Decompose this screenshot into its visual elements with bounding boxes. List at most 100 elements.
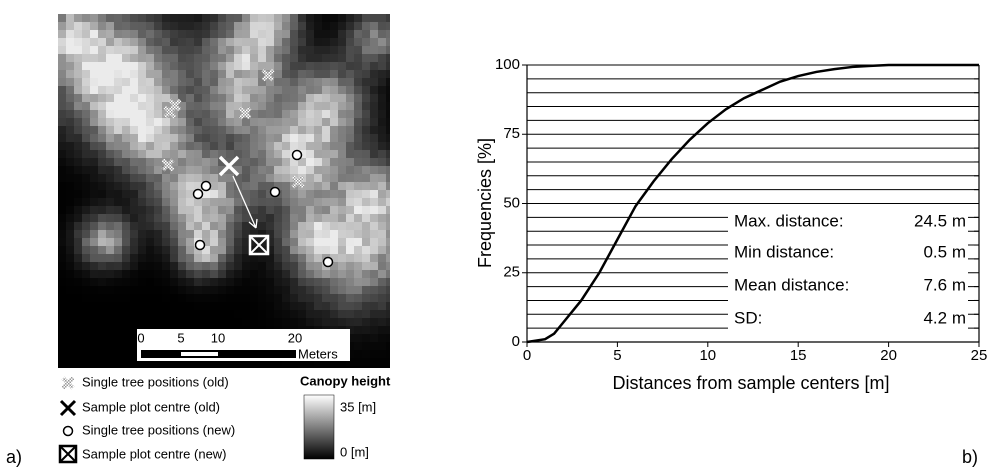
map-cell: [106, 126, 114, 134]
map-cell: [74, 262, 82, 270]
map-cell: [346, 174, 354, 182]
map-cell: [90, 366, 98, 368]
map-cell: [234, 150, 242, 158]
map-cell: [346, 318, 354, 326]
map-cell: [146, 134, 154, 142]
map-cell: [82, 78, 90, 86]
map-cell: [114, 198, 122, 206]
colorbar-title: Canopy height: [300, 373, 391, 388]
map-cell: [82, 326, 90, 334]
map-cell: [178, 302, 186, 310]
map-cell: [258, 38, 266, 46]
map-cell: [170, 118, 178, 126]
x-tick-label: 5: [613, 347, 621, 364]
map-cell: [210, 206, 218, 214]
map-cell: [346, 238, 354, 246]
map-cell: [138, 134, 146, 142]
map-cell: [114, 46, 122, 54]
map-cell: [194, 22, 202, 30]
map-cell: [314, 302, 322, 310]
map-cell: [282, 318, 290, 326]
map-cell: [330, 38, 338, 46]
map-cell: [362, 358, 370, 366]
map-cell: [370, 158, 378, 166]
map-cell: [202, 78, 210, 86]
map-cell: [338, 70, 346, 78]
map-cell: [58, 182, 66, 190]
map-cell: [282, 230, 290, 238]
map-cell: [74, 342, 82, 350]
map-cell: [82, 150, 90, 158]
map-cell: [258, 118, 266, 126]
map-cell: [74, 302, 82, 310]
map-cell: [250, 78, 258, 86]
map-cell: [162, 14, 170, 22]
map-cell: [386, 350, 390, 358]
map-cell: [266, 134, 274, 142]
map-cell: [194, 62, 202, 70]
map-cell: [242, 38, 250, 46]
map-cell: [346, 262, 354, 270]
map-cell: [90, 110, 98, 118]
map-cell: [346, 14, 354, 22]
map-cell: [122, 62, 130, 70]
map-cell: [378, 110, 386, 118]
map-cell: [330, 30, 338, 38]
map-cell: [370, 270, 378, 278]
map-cell: [154, 238, 162, 246]
map-cell: [298, 78, 306, 86]
map-cell: [218, 246, 226, 254]
map-cell: [74, 286, 82, 294]
map-cell: [330, 158, 338, 166]
map-cell: [354, 190, 362, 198]
map-cell: [170, 54, 178, 62]
map-cell: [114, 30, 122, 38]
map-cell: [114, 158, 122, 166]
map-cell: [258, 86, 266, 94]
map-cell: [322, 270, 330, 278]
map-cell: [314, 214, 322, 222]
map-cell: [362, 310, 370, 318]
map-cell: [386, 206, 390, 214]
map-cell: [74, 326, 82, 334]
map-cell: [282, 110, 290, 118]
map-cell: [194, 278, 202, 286]
map-cell: [226, 230, 234, 238]
map-cell: [138, 214, 146, 222]
map-cell: [370, 278, 378, 286]
map-cell: [106, 286, 114, 294]
map-cell: [370, 318, 378, 326]
map-cell: [90, 158, 98, 166]
map-cell: [290, 254, 298, 262]
map-cell: [138, 206, 146, 214]
map-cell: [290, 78, 298, 86]
map-cell: [226, 22, 234, 30]
map-cell: [258, 286, 266, 294]
map-cell: [242, 70, 250, 78]
map-cell: [298, 238, 306, 246]
map-cell: [202, 302, 210, 310]
map-cell: [202, 294, 210, 302]
map-cell: [74, 22, 82, 30]
map-cell: [258, 190, 266, 198]
map-cell: [234, 62, 242, 70]
map-cell: [98, 174, 106, 182]
map-cell: [378, 310, 386, 318]
map-cell: [106, 246, 114, 254]
map-cell: [146, 110, 154, 118]
map-cell: [322, 110, 330, 118]
map-cell: [226, 134, 234, 142]
map-cell: [298, 302, 306, 310]
stat-label: SD:: [734, 308, 762, 327]
map-cell: [282, 102, 290, 110]
map-cell: [274, 110, 282, 118]
map-cell: [354, 150, 362, 158]
map-cell: [330, 230, 338, 238]
map-cell: [58, 222, 66, 230]
map-cell: [146, 38, 154, 46]
map-cell: [122, 254, 130, 262]
map-cell: [282, 190, 290, 198]
map-cell: [330, 182, 338, 190]
map-cell: [178, 262, 186, 270]
map-cell: [82, 214, 90, 222]
